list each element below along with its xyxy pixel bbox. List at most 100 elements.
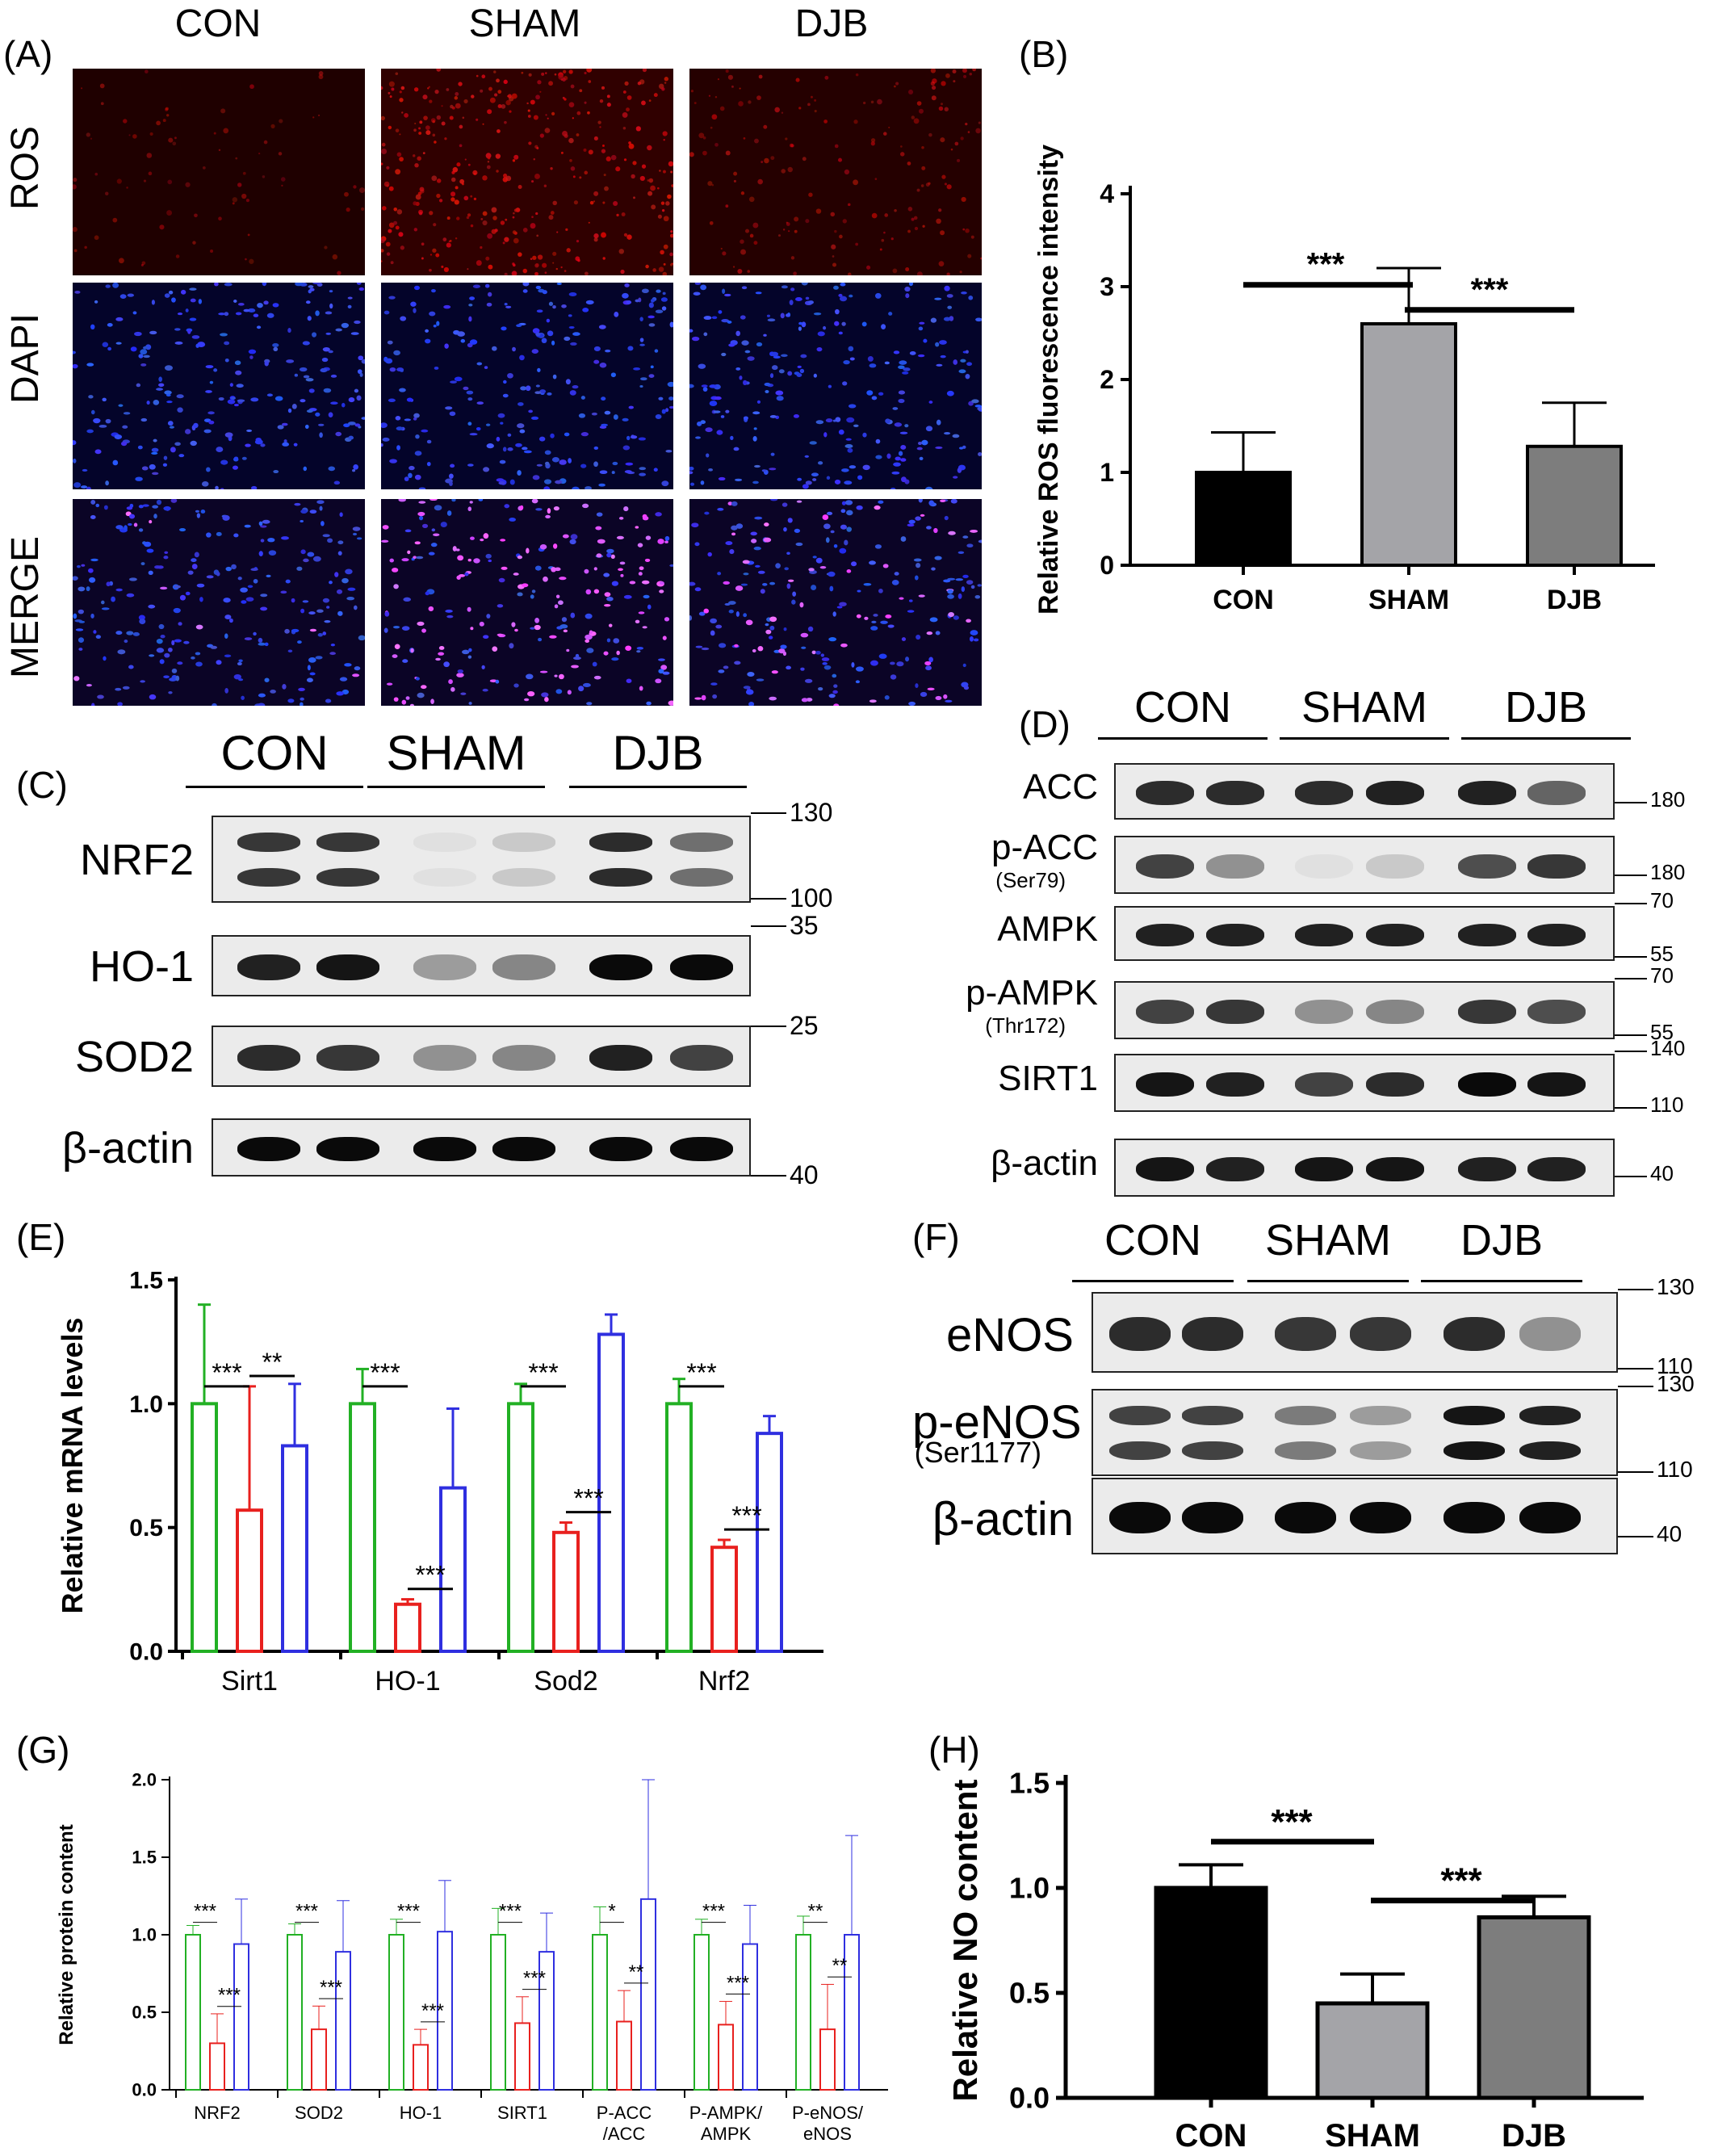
nucleus-dot — [94, 300, 98, 304]
x-tick-label: Sirt1 — [221, 1666, 278, 1697]
nucleus-dot — [93, 630, 97, 634]
ros-dot — [245, 199, 249, 203]
ros-dot — [702, 136, 706, 140]
nucleus-dot — [931, 567, 936, 571]
nucleus-dot — [284, 628, 290, 634]
nucleus-dot — [522, 583, 529, 588]
ros-dot — [604, 186, 609, 191]
ros-dot — [663, 262, 666, 266]
nucleus-dot — [112, 283, 119, 288]
nucleus-dot — [322, 598, 330, 603]
nucleus-dot — [185, 308, 189, 312]
nucleus-dot — [266, 312, 274, 318]
nucleus-dot — [352, 526, 361, 531]
nucleus-dot — [924, 661, 932, 666]
nucleus-dot — [153, 438, 157, 443]
nucleus-dot — [148, 570, 153, 576]
ros-dot — [507, 94, 512, 99]
ros-dot — [748, 100, 752, 104]
ros-dot — [497, 103, 502, 109]
ros-dot — [172, 141, 177, 146]
nucleus-dot — [222, 514, 230, 521]
ros-dot — [312, 116, 315, 119]
nucleus-dot — [303, 558, 309, 563]
nucleus-dot — [500, 422, 504, 425]
ros-dot — [436, 193, 441, 199]
nucleus-dot — [233, 673, 241, 680]
nucleus-dot — [339, 677, 348, 682]
nucleus-dot — [107, 323, 113, 327]
nucleus-dot — [97, 694, 104, 699]
nucleus-dot — [90, 613, 94, 619]
nucleus-dot — [266, 393, 273, 397]
nucleus-dot — [396, 426, 404, 431]
nucleus-dot — [908, 701, 916, 706]
ros-dot — [517, 252, 522, 257]
nucleus-dot — [157, 565, 164, 569]
nucleus-dot — [664, 540, 668, 543]
nucleus-dot — [794, 296, 802, 302]
bar-2 — [640, 1898, 656, 2091]
nucleus-dot — [484, 366, 488, 369]
nucleus-dot — [149, 694, 157, 700]
nucleus-dot — [585, 486, 592, 489]
blot-label-c-3: β-actin — [61, 1124, 194, 1172]
ros-dot — [531, 180, 534, 183]
nucleus-dot — [625, 462, 634, 466]
ros-dot — [521, 71, 524, 74]
ros-dot — [601, 149, 606, 153]
ros-dot — [941, 174, 946, 179]
nucleus-dot — [855, 680, 861, 684]
nucleus-dot — [266, 574, 271, 578]
ros-dot — [159, 224, 165, 230]
ros-dot — [395, 128, 400, 132]
ros-dot — [645, 264, 649, 269]
nucleus-dot — [882, 564, 889, 568]
nucleus-dot — [144, 541, 152, 547]
micro-svg-2-2 — [689, 499, 982, 706]
nucleus-dot — [268, 550, 277, 556]
bar-0 — [795, 1934, 811, 2091]
ros-dot — [449, 239, 452, 242]
nucleus-dot — [356, 283, 362, 285]
nucleus-dot — [487, 292, 492, 297]
ros-dot — [396, 209, 403, 215]
nucleus-dot — [619, 561, 626, 565]
nucleus-dot — [840, 643, 848, 648]
nucleus-dot — [856, 614, 861, 619]
nucleus-dot — [164, 652, 170, 658]
blot-strip-f-0 — [1092, 1292, 1618, 1373]
ros-dot — [210, 250, 214, 254]
nucleus-dot — [519, 429, 526, 434]
nucleus-dot — [743, 416, 748, 421]
nucleus-dot — [337, 540, 344, 545]
ros-dot — [464, 158, 467, 161]
mw-tick-f-1-0 — [1618, 1386, 1653, 1387]
nucleus-dot — [304, 424, 309, 429]
nucleus-dot — [90, 409, 95, 415]
nucleus-dot — [754, 464, 761, 468]
nucleus-dot — [638, 572, 643, 576]
ros-dot — [930, 69, 937, 73]
nucleus-dot — [825, 418, 833, 423]
ros-dot — [413, 154, 416, 157]
nucleus-dot — [887, 624, 895, 628]
nucleus-dot — [616, 650, 620, 656]
ros-dot — [522, 268, 528, 274]
nucleus-dot — [421, 429, 429, 433]
nucleus-dot — [260, 525, 267, 528]
nucleus-dot — [747, 356, 755, 361]
ros-dot — [149, 132, 153, 136]
nucleus-dot — [78, 620, 86, 623]
band-d-3 — [1366, 999, 1424, 1025]
nucleus-dot — [247, 308, 256, 312]
nucleus-dot — [180, 289, 186, 295]
nucleus-dot — [246, 429, 253, 432]
nucleus-dot — [775, 563, 781, 568]
nucleus-dot — [512, 346, 516, 352]
group-line-d-0 — [1098, 737, 1268, 740]
nucleus-dot — [324, 620, 331, 623]
nucleus-dot — [963, 686, 970, 690]
band-d-5 — [1458, 1156, 1516, 1182]
nucleus-dot — [532, 328, 540, 334]
